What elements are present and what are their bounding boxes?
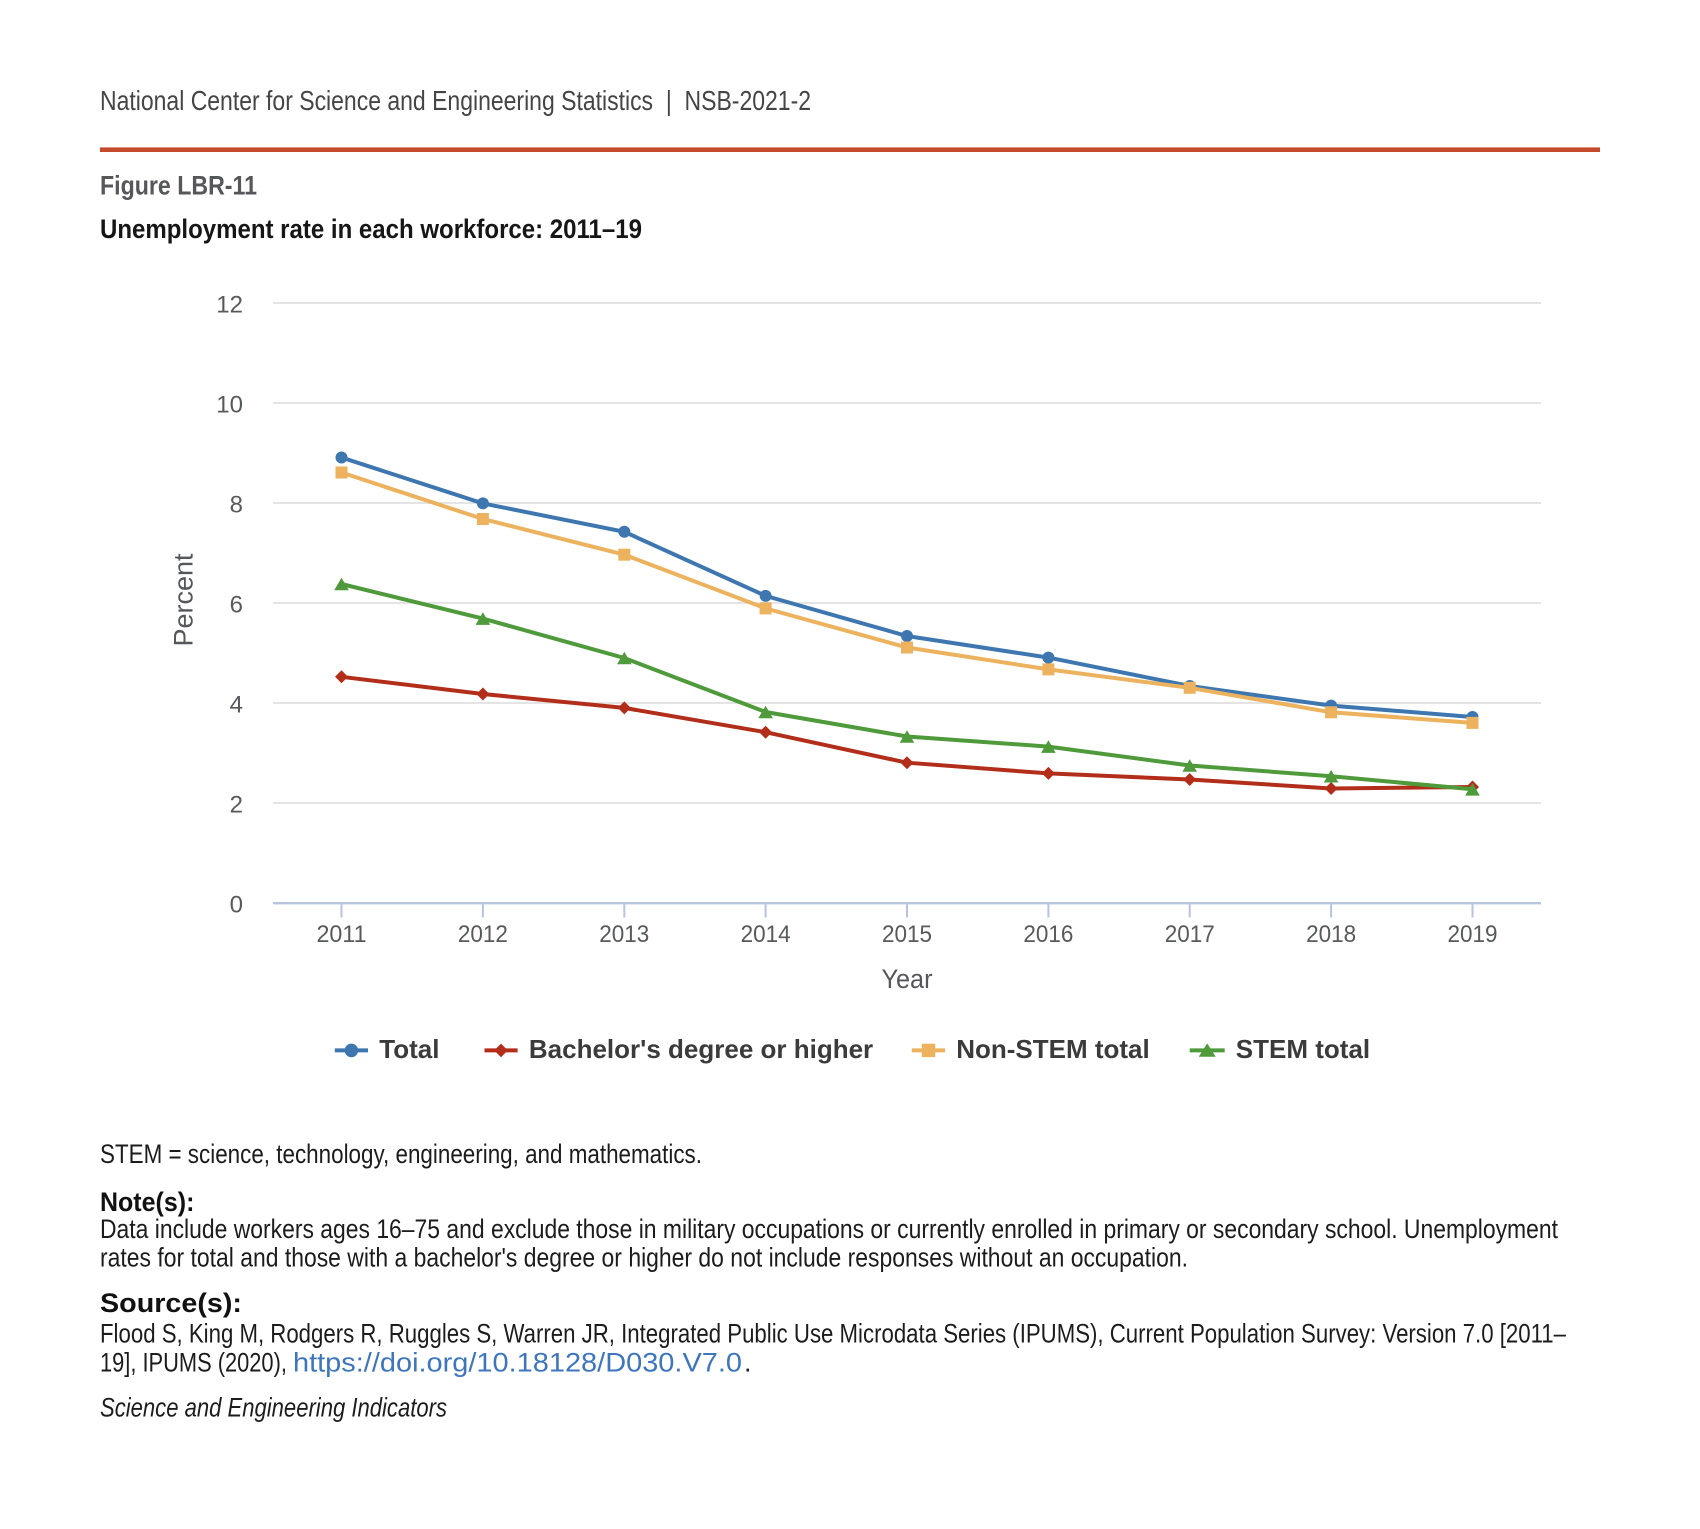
svg-text:2: 2 <box>230 792 243 819</box>
svg-text:8: 8 <box>230 492 243 519</box>
svg-text:Non-STEM total: Non-STEM total <box>956 1034 1150 1064</box>
svg-text:10: 10 <box>216 392 243 419</box>
svg-text:rates for total and those with: rates for total and those with a bachelo… <box>100 1243 1188 1273</box>
svg-text:2016: 2016 <box>1023 921 1073 948</box>
svg-text:4: 4 <box>230 692 243 719</box>
svg-text:2015: 2015 <box>882 921 932 948</box>
svg-text:Total: Total <box>379 1034 439 1064</box>
svg-text:STEM total: STEM total <box>1236 1034 1370 1064</box>
svg-text:Note(s):: Note(s): <box>100 1187 194 1217</box>
svg-text:12: 12 <box>216 292 243 319</box>
svg-text:2014: 2014 <box>741 921 791 948</box>
svg-text:2017: 2017 <box>1165 921 1215 948</box>
svg-text:National Center for Science an: National Center for Science and Engineer… <box>100 85 811 116</box>
svg-text:Bachelor's degree or higher: Bachelor's degree or higher <box>529 1034 873 1064</box>
svg-text:Figure LBR-11: Figure LBR-11 <box>100 170 257 200</box>
svg-text:Year: Year <box>882 964 933 994</box>
svg-text:Flood S, King M, Rodgers R, Ru: Flood S, King M, Rodgers R, Ruggles S, W… <box>100 1319 1566 1349</box>
svg-text:19], IPUMS (2020),: 19], IPUMS (2020), <box>100 1348 293 1378</box>
svg-text:6: 6 <box>230 592 243 619</box>
svg-text:2013: 2013 <box>599 921 649 948</box>
svg-text:2018: 2018 <box>1306 921 1356 948</box>
svg-text:Unemployment rate in each work: Unemployment rate in each workforce: 201… <box>100 214 642 244</box>
svg-text:2011: 2011 <box>317 921 367 948</box>
svg-text:2019: 2019 <box>1448 921 1498 948</box>
svg-text:Data include workers ages 16–7: Data include workers ages 16–75 and excl… <box>100 1214 1558 1244</box>
svg-text:Science and Engineering Indica: Science and Engineering Indicators <box>100 1393 447 1423</box>
svg-text:0: 0 <box>230 892 243 919</box>
svg-text:Percent: Percent <box>169 553 199 647</box>
svg-text:STEM = science, technology, en: STEM = science, technology, engineering,… <box>100 1139 702 1169</box>
svg-text:.: . <box>744 1348 752 1378</box>
svg-text:https://doi.org/10.18128/D030.: https://doi.org/10.18128/D030.V7.0 <box>293 1348 742 1378</box>
svg-text:Source(s):: Source(s): <box>100 1288 242 1318</box>
svg-text:2012: 2012 <box>458 921 508 948</box>
